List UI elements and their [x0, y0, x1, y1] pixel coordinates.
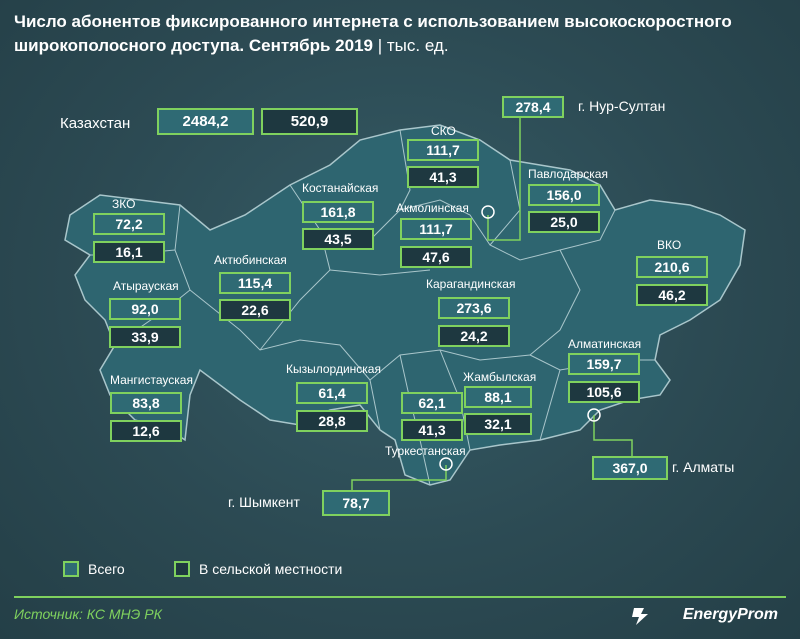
- aktobe-rural: 22,6: [219, 299, 291, 321]
- atyrau-total: 92,0: [109, 298, 181, 320]
- sko-rural: 41,3: [407, 166, 479, 188]
- almaty-region-rural: 105,6: [568, 381, 640, 403]
- almaty-region-total: 159,7: [568, 353, 640, 375]
- zhambyl-label: Жамбылская: [463, 370, 537, 384]
- almaty-region-label: Алматинская: [568, 337, 642, 351]
- legend-rural-swatch: [174, 561, 190, 577]
- shymkent-total: 78,7: [322, 490, 390, 516]
- shymkent-marker: [439, 457, 453, 471]
- nursultan-total: 278,4: [502, 96, 564, 118]
- almaty-label: г. Алматы: [672, 459, 735, 475]
- kostanay-rural: 43,5: [302, 228, 374, 250]
- pavlodar-label: Павлодарская: [528, 167, 608, 181]
- mangistau-rural: 12,6: [110, 420, 182, 442]
- zko-total: 72,2: [93, 213, 165, 235]
- atyrau-label: Атырауская: [113, 279, 179, 293]
- akmola-label: Акмолинская: [396, 201, 469, 215]
- mangistau-total: 83,8: [110, 392, 182, 414]
- zhambyl-rural: 32,1: [464, 413, 532, 435]
- brand-logo: EnergyProm: [682, 606, 778, 623]
- vko-label: ВКО: [657, 238, 682, 252]
- aktobe-total: 115,4: [219, 272, 291, 294]
- footer-divider: [14, 596, 786, 598]
- akmola-rural: 47,6: [400, 246, 472, 268]
- vko-rural: 46,2: [636, 284, 708, 306]
- karaganda-total: 273,6: [438, 297, 510, 319]
- country-rural: 520,9: [261, 108, 358, 135]
- country-total: 2484,2: [157, 108, 254, 135]
- karaganda-rural: 24,2: [438, 325, 510, 347]
- legend-total-label: Всего: [88, 561, 125, 577]
- aktobe-label: Актюбинская: [214, 253, 287, 267]
- turkestan-rural: 41,3: [401, 419, 463, 441]
- kyzylorda-total: 61,4: [296, 382, 368, 404]
- title-text: Число абонентов фиксированного интернета…: [14, 12, 732, 55]
- shymkent-label: г. Шымкент: [228, 494, 300, 510]
- kostanay-label: Костанайская: [302, 181, 379, 195]
- turkestan-label: Туркестанская: [385, 444, 466, 458]
- mangistau-label: Мангистауская: [110, 373, 193, 387]
- title-unit: | тыс. ед.: [377, 36, 449, 55]
- almaty-marker: [587, 408, 601, 422]
- nursultan-label: г. Нур-Султан: [578, 98, 666, 114]
- kostanay-total: 161,8: [302, 201, 374, 223]
- pavlodar-rural: 25,0: [528, 211, 600, 233]
- nursultan-marker: [481, 205, 495, 219]
- zko-label: ЗКО: [112, 197, 136, 211]
- pavlodar-total: 156,0: [528, 184, 600, 206]
- zko-rural: 16,1: [93, 241, 165, 263]
- source-text: Источник: КС МНЭ РК: [14, 606, 162, 622]
- energyprom-logo-icon: [632, 608, 648, 625]
- legend-total-swatch: [63, 561, 79, 577]
- karaganda-label: Карагандинская: [426, 277, 516, 291]
- turkestan-total: 62,1: [401, 392, 463, 414]
- kyzylorda-label: Кызылординская: [286, 362, 381, 376]
- zhambyl-total: 88,1: [464, 386, 532, 408]
- country-label: Казахстан: [60, 115, 131, 132]
- atyrau-rural: 33,9: [109, 326, 181, 348]
- kyzylorda-rural: 28,8: [296, 410, 368, 432]
- page-title: Число абонентов фиксированного интернета…: [14, 10, 784, 58]
- almaty-total: 367,0: [592, 456, 668, 480]
- vko-total: 210,6: [636, 256, 708, 278]
- sko-total: 111,7: [407, 139, 479, 161]
- sko-label: СКО: [431, 124, 456, 138]
- akmola-total: 111,7: [400, 218, 472, 240]
- legend-rural-label: В сельской местности: [199, 561, 343, 577]
